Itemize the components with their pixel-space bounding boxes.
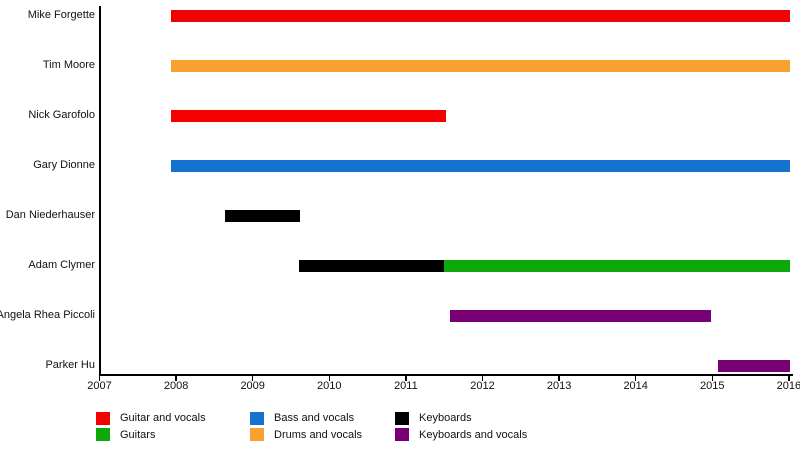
x-tick — [481, 376, 484, 381]
timeline-bar-adam-clymer-guitars — [444, 260, 791, 272]
legend-swatch-keyboards-and-vocals — [395, 428, 409, 441]
timeline-bar-gary-dionne-bass-and-vocals — [170, 160, 791, 172]
timeline-bar-adam-clymer-keyboards — [299, 260, 445, 272]
x-tick — [175, 376, 177, 381]
x-tick — [558, 376, 560, 381]
legend-label-bass-and-vocals: Bass and vocals — [274, 412, 355, 424]
x-tick — [711, 376, 714, 381]
legend-entry-guitars: Guitars — [96, 428, 155, 442]
legend-swatch-guitars — [96, 428, 110, 441]
legend-entry-guitar-and-vocals: Guitar and vocals — [96, 411, 206, 425]
legend-label-guitar-and-vocals: Guitar and vocals — [120, 412, 206, 424]
row-label-nick-garofolo: Nick Garofolo — [28, 109, 95, 121]
x-tick — [251, 376, 254, 381]
timeline-bar-dan-niederhauser-keyboards — [225, 210, 301, 222]
legend: Guitar and vocals Guitars Bass and vocals D… — [0, 408, 800, 448]
x-tick — [98, 376, 101, 381]
x-tick-label: 2012 — [470, 380, 495, 392]
y-axis-line — [98, 6, 101, 376]
x-axis-line — [98, 374, 794, 376]
x-tick-label: 2016 — [776, 380, 800, 392]
x-tick-label: 2013 — [546, 380, 572, 392]
x-tick-label: 2007 — [87, 380, 112, 392]
row-label-dan-niederhauser: Dan Niederhauser — [5, 209, 95, 221]
row-label-angela-rhea-piccoli: Angela Rhea Piccoli — [0, 309, 95, 321]
legend-label-keyboards-and-vocals: Keyboards and vocals — [419, 428, 528, 441]
x-tick — [405, 376, 407, 381]
x-tick — [788, 376, 790, 381]
timeline-bar-parker-hu-keyboards-and-vocals — [718, 360, 791, 372]
row-label-tim-moore: Tim Moore — [42, 59, 95, 71]
legend-label-drums-and-vocals: Drums and vocals — [274, 428, 363, 441]
legend-label-keyboards: Keyboards — [419, 412, 472, 424]
timeline-bar-mike-forgette-guitar-and-vocals — [170, 10, 791, 22]
x-tick-label: 2010 — [317, 380, 342, 392]
row-label-adam-clymer: Adam Clymer — [28, 259, 95, 271]
x-tick-label: 2008 — [163, 380, 189, 392]
legend-entry-keyboards: Keyboards — [395, 411, 472, 425]
x-tick-label: 2015 — [700, 380, 725, 392]
row-label-parker-hu: Parker Hu — [45, 359, 95, 371]
legend-entry-bass-and-vocals: Bass and vocals — [250, 411, 354, 425]
row-label-gary-dionne: Gary Dionne — [33, 159, 95, 171]
x-tick-label: 2009 — [240, 380, 265, 392]
timeline-bar-nick-garofolo-guitar-and-vocals — [170, 110, 447, 122]
legend-swatch-bass-and-vocals — [250, 411, 264, 425]
legend-swatch-guitar-and-vocals — [96, 411, 110, 425]
legend-entry-keyboards-and-vocals: Keyboards and vocals — [395, 428, 527, 442]
legend-swatch-drums-and-vocals — [250, 428, 264, 441]
legend-entry-drums-and-vocals: Drums and vocals — [250, 428, 362, 442]
timeline-bar-angela-rhea-piccoli-keyboards-and-vocals — [450, 310, 711, 322]
timeline-bar-tim-moore-drums-and-vocals — [170, 60, 791, 72]
x-tick — [634, 376, 637, 381]
plot-area: 2007 2008 2009 2010 2011 2012 2013 2014 2015 2016… — [0, 6, 800, 392]
x-tick — [328, 376, 331, 381]
x-tick-label: 2011 — [394, 380, 418, 392]
row-label-mike-forgette: Mike Forgette — [27, 9, 95, 21]
x-tick-label: 2014 — [623, 380, 648, 392]
legend-swatch-keyboards — [395, 411, 409, 425]
legend-label-guitars: Guitars — [120, 428, 156, 441]
